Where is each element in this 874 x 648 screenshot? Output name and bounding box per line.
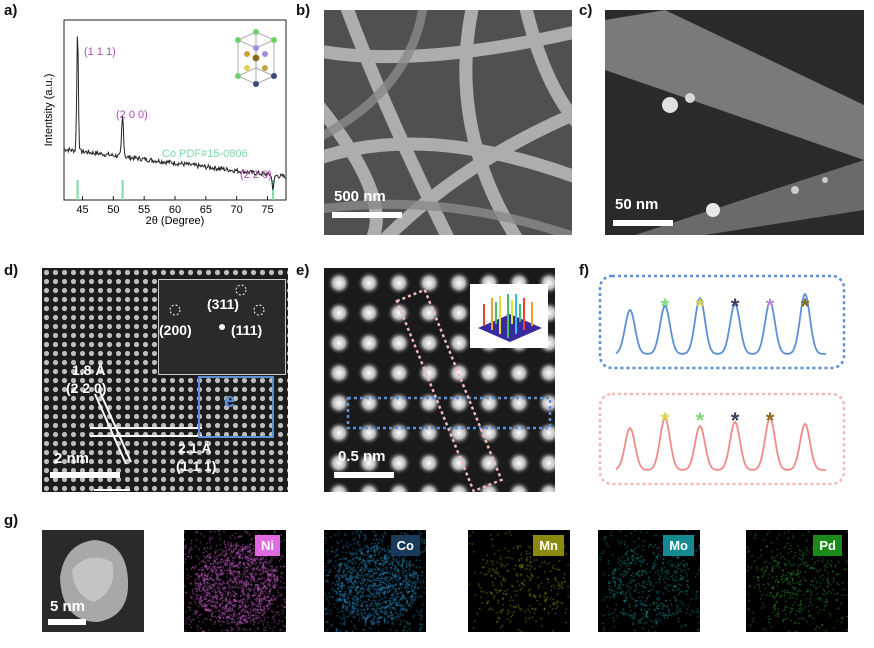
- hkl-1: (2 2 0): [66, 380, 107, 396]
- crystal-structure-inset: [235, 29, 277, 87]
- scale-text: 2 nm: [54, 450, 90, 467]
- xrd-chart: 45 50 55 60 65 70 75 2θ (Degree) Intentsity (a…: [43, 19, 287, 227]
- fft-label-311: (311): [207, 296, 239, 312]
- peak-star-icon: *: [661, 408, 670, 433]
- scale-bar: [50, 472, 120, 478]
- fft-label-200: (200): [159, 322, 192, 338]
- x-tick-label: 60: [169, 204, 181, 216]
- sem-image: 500 nm: [324, 10, 572, 235]
- element-tag: Co: [390, 535, 420, 556]
- stars-top: * * * * *: [661, 294, 810, 319]
- scale-text: 0.5 nm: [338, 448, 386, 465]
- x-tick-label: 75: [261, 204, 273, 216]
- x-tick-label: 45: [76, 204, 88, 216]
- profile-frame-blue: [598, 274, 846, 370]
- x-tick-label: 65: [200, 204, 212, 216]
- panel-label-a: a): [4, 2, 18, 19]
- profile-blue: [615, 292, 826, 355]
- panel-label-g: g): [4, 512, 19, 529]
- panel-label-f: f): [579, 262, 589, 279]
- hrtem-image: (311) (200) (111) e 1.8 Å (2 2 0) 2.1 Å …: [42, 268, 288, 492]
- x-tick-label: 50: [107, 204, 119, 216]
- stem-image: 50 nm: [605, 10, 864, 235]
- eds-map-co: Co: [324, 530, 426, 632]
- panel-label-c: c): [579, 2, 593, 19]
- x-tick-label: 70: [231, 204, 243, 216]
- fft-label-111: (111): [231, 322, 263, 338]
- peak-star-icon: *: [661, 294, 670, 319]
- scale-text: 500 nm: [334, 188, 386, 205]
- scale-bar: [334, 472, 394, 478]
- peak-star-icon: *: [801, 294, 810, 319]
- d-spacing-2: 2.1 Å: [178, 440, 212, 456]
- eds-map-pd: Pd: [746, 530, 848, 632]
- element-tag: Mo: [663, 535, 694, 556]
- haadf-particle-image: 5 nm: [42, 530, 144, 632]
- scale-bar: [613, 220, 673, 226]
- haadf-image: 0.5 nm: [324, 268, 555, 492]
- profile-frame-pink: [598, 392, 846, 486]
- peak-star-icon: *: [731, 408, 740, 433]
- d-spacing-1: 1.8 Å: [72, 362, 106, 378]
- peak-star-icon: *: [696, 294, 705, 319]
- intensity-profiles: * * * * * * * * *: [598, 274, 846, 486]
- x-axis-label: 2θ (Degree): [146, 215, 205, 227]
- reference-lines: [76, 180, 275, 200]
- peak-star-icon: *: [696, 408, 705, 433]
- zoom-box: e: [198, 376, 274, 438]
- peak-star-icon: *: [766, 408, 775, 433]
- panel-label-d: d): [4, 262, 19, 279]
- peak-star-icon: *: [731, 294, 740, 319]
- stars-bottom: * * * *: [661, 408, 775, 433]
- element-tag: Mn: [533, 535, 564, 556]
- scale-text: 5 nm: [50, 598, 86, 615]
- row-box-pink: [395, 288, 504, 492]
- element-tag: Pd: [813, 535, 842, 556]
- scale-bar: [48, 619, 86, 625]
- eds-map-mn: Mn: [468, 530, 570, 632]
- peak-label-220: (2 2 0): [240, 169, 272, 181]
- scale-bar: [332, 212, 402, 218]
- scale-text: 50 nm: [615, 196, 659, 213]
- panel-label-b: b): [296, 2, 311, 19]
- peak-star-icon: *: [766, 294, 775, 319]
- eds-map-mo: Mo: [598, 530, 700, 632]
- element-tag: Ni: [255, 535, 280, 556]
- x-ticks: 45 50 55 60 65 70 75: [76, 196, 274, 216]
- eds-map-ni: Ni: [184, 530, 286, 632]
- peak-label-111: (1 1 1): [84, 46, 116, 58]
- profile-pink: [615, 416, 826, 471]
- panel-label-e: e): [296, 262, 310, 279]
- peak-label-200: (2 0 0): [116, 109, 148, 121]
- zoom-box-letter: e: [224, 390, 236, 412]
- x-tick-label: 55: [138, 204, 150, 216]
- fft-inset: (311) (200) (111): [158, 279, 286, 375]
- xrd-curve: [63, 36, 286, 191]
- reference-label: Co PDF#15-0806: [162, 148, 248, 160]
- y-axis-label: Intentsity (a.u.): [43, 74, 55, 147]
- 3d-intensity-inset: [470, 284, 548, 348]
- hkl-2: (1 1 1): [176, 458, 217, 474]
